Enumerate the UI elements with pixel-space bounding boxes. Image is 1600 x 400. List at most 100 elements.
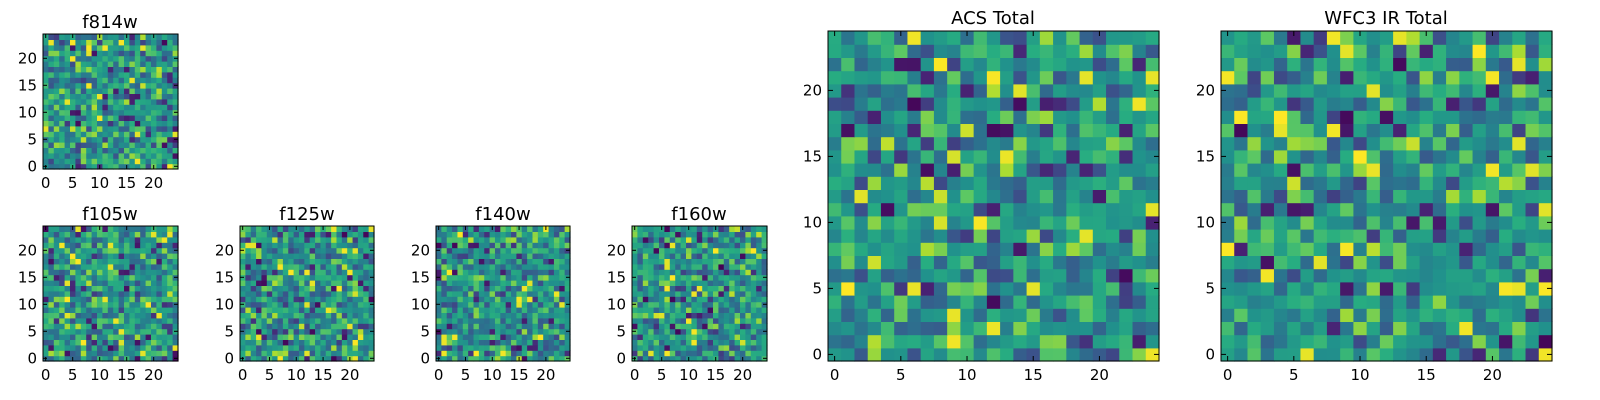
heatmap-cell [713,323,719,330]
heatmap-cell [1234,215,1249,230]
heatmap-cell [718,301,725,308]
heatmap-cell [145,231,152,238]
heatmap-cell [986,281,1001,296]
heatmap-cell [97,136,103,143]
heatmap-cell [564,323,571,330]
heatmap-cell [245,296,252,303]
heatmap-cell [75,39,82,46]
heatmap-cell [129,55,136,62]
heatmap-cell [64,263,71,270]
heatmap-cell [1406,70,1421,85]
heatmap-cell [97,158,103,165]
plot-frame [42,225,179,362]
heatmap-cell [1092,31,1107,45]
heatmap-cell [707,290,714,297]
heatmap-cell [250,334,257,340]
heatmap-cell [745,258,752,265]
heatmap-cell [43,44,49,51]
heatmap-cell [80,104,87,111]
heatmap-cell [1273,202,1288,217]
heatmap-cell [1499,255,1513,270]
heatmap-cell [828,149,842,164]
heatmap-cell [124,328,130,335]
heatmap-cell [145,253,152,259]
heatmap-cell [686,274,692,281]
heatmap-cell [553,280,560,286]
heatmap-cell [1119,70,1134,85]
heatmap-cell [272,274,279,281]
heatmap-cell [75,290,82,297]
heatmap-cell [102,147,109,154]
heatmap-cell [559,290,566,297]
heatmap-cell [304,344,311,351]
heatmap-cell [729,312,736,319]
heatmap-cell [462,274,469,281]
heatmap-cell [48,328,55,335]
heatmap-cell [156,274,163,281]
heatmap-cell [756,247,763,254]
heatmap-cell [511,226,517,232]
heatmap-cell [500,242,507,249]
heatmap-cell [653,312,660,319]
heatmap-cell [43,158,49,165]
heatmap-cell [1446,308,1460,322]
heatmap-cell [537,317,544,324]
heatmap-cell [1525,149,1540,164]
heatmap-cell [53,263,60,270]
heatmap-cell [75,226,82,232]
heatmap-cell [973,57,988,72]
heatmap-cell [1234,123,1249,138]
heatmap-cell [1326,281,1341,296]
heatmap-cell [107,334,114,340]
heatmap-cell [156,226,163,232]
heatmap-cell [854,31,869,45]
heatmap-cell [80,152,87,159]
heatmap-cell [315,226,321,232]
heatmap-cell [1132,347,1147,362]
heatmap-cell [266,307,273,313]
heatmap-cell [761,290,768,297]
heatmap-cell [1366,229,1381,243]
heatmap-cell [266,263,273,270]
heatmap-cell [1247,334,1262,349]
heatmap-cell [973,70,988,85]
heatmap-cell [446,296,453,303]
heatmap-cell [1313,136,1328,151]
heatmap-cell [161,274,168,281]
x-tick-label: 15 [117,366,136,384]
heatmap-cell [59,71,66,78]
heatmap-cell [1313,123,1328,138]
heatmap-cell [53,163,60,170]
heatmap-cell [436,269,442,276]
heatmap-cell [1419,281,1434,296]
heatmap-cell [1119,123,1134,138]
heatmap-cell [1000,255,1014,270]
heatmap-cell [1393,215,1407,230]
heatmap-cell [315,247,321,254]
heatmap-cell [986,189,1001,204]
heatmap-cell [494,274,501,281]
heatmap-cell [151,120,157,127]
heatmap-cell [637,339,644,346]
heatmap-cell [659,269,665,276]
heatmap-cell [102,334,109,340]
heatmap-cell [336,280,343,286]
heatmap-cell [91,61,98,67]
heatmap-cell [1406,110,1421,124]
heatmap-cell [1287,229,1302,243]
heatmap-cell [70,247,76,254]
heatmap-cell [363,269,370,276]
heatmap-cell [266,231,273,238]
heatmap-cell [240,344,246,351]
heatmap-cell [113,339,120,346]
heatmap-cell [675,350,682,357]
heatmap-cell [53,61,60,67]
heatmap-cell [1419,136,1434,151]
heatmap-cell [48,307,55,313]
heatmap-cell [293,269,300,276]
heatmap-cell [1366,70,1381,85]
heatmap-cell [118,136,125,143]
heatmap-cell [734,285,741,292]
heatmap-cell [648,269,655,276]
heatmap-cell [80,158,87,165]
